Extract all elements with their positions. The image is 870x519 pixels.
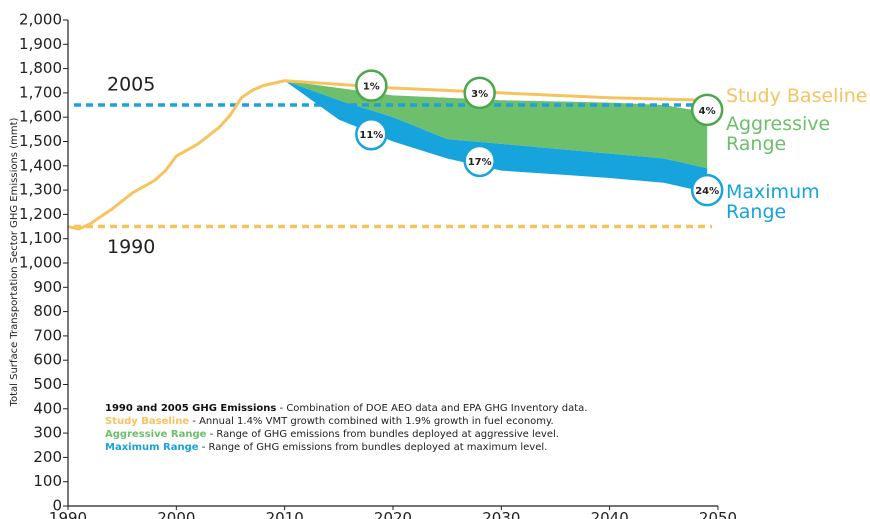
reference-label: 1990 xyxy=(107,236,155,258)
x-tick-label: 2030 xyxy=(482,509,520,519)
annotation-circle xyxy=(463,76,496,110)
y-tick-label: 500 xyxy=(33,375,62,393)
y-tick-label: 2,000 xyxy=(19,11,62,29)
y-tick-label: 1,000 xyxy=(19,254,62,272)
x-tick-label: 2000 xyxy=(157,509,195,519)
x-tick-label: 2040 xyxy=(591,509,629,519)
legend-entry: Study Baseline xyxy=(726,85,868,108)
y-tick-label: 600 xyxy=(33,351,62,369)
line xyxy=(67,79,708,231)
legend-entry: Aggressive Range xyxy=(726,113,831,156)
note: Study Baseline - Annual 1.4% VMT growth … xyxy=(105,416,554,427)
annotation-circle xyxy=(690,173,724,207)
annotation-text: 4% xyxy=(699,106,716,117)
y-tick-label: 1,600 xyxy=(19,108,62,126)
y-tick-label: 100 xyxy=(33,472,62,490)
y-tick-label: 1,500 xyxy=(19,132,62,150)
x-tick-label: 2020 xyxy=(374,509,412,519)
y-tick-label: 1,300 xyxy=(19,181,62,199)
y-tick-label: 1,100 xyxy=(19,229,62,247)
range-area xyxy=(284,80,708,193)
legend-entry: Maximum Range xyxy=(726,181,820,224)
note-term: Maximum Range xyxy=(105,442,199,453)
annotation-text: 3% xyxy=(471,89,488,100)
annotation-circle xyxy=(690,93,724,127)
x-tick-label: 2010 xyxy=(266,509,304,519)
y-tick-label: 300 xyxy=(33,424,62,442)
note: Maximum Range - Range of GHG emissions f… xyxy=(105,442,547,453)
annotation-text: 11% xyxy=(359,130,383,141)
annotation-circle xyxy=(463,144,496,178)
y-tick-label: 200 xyxy=(33,448,62,466)
annotation-text: 1% xyxy=(363,82,380,93)
y-tick-label: 700 xyxy=(33,326,62,344)
y-tick-label: 1,900 xyxy=(19,35,62,53)
y-tick-label: 1,400 xyxy=(19,156,62,174)
y-tick-label: 900 xyxy=(33,278,62,296)
x-tick-label: 2050 xyxy=(699,509,737,519)
y-tick-label: 400 xyxy=(33,399,62,417)
reference-label: 2005 xyxy=(107,74,155,96)
note-text: - Range of GHG emissions from bundles de… xyxy=(206,429,559,440)
note-term: Aggressive Range xyxy=(105,429,207,440)
note-term: 1990 and 2005 GHG Emissions xyxy=(105,403,276,414)
note-text: - Combination of DOE AEO data and EPA GH… xyxy=(276,403,587,414)
y-tick-label: 1,700 xyxy=(19,83,62,101)
annotation-circle xyxy=(355,69,388,102)
x-tick-label: 1990 xyxy=(49,509,87,519)
y-tick-label: 0 xyxy=(52,497,62,515)
note: Aggressive Range - Range of GHG emission… xyxy=(105,429,559,440)
range-area xyxy=(284,80,708,169)
y-axis-label: Total Surface Transportation Sector GHG … xyxy=(9,118,20,408)
note-text: - Annual 1.4% VMT growth combined with 1… xyxy=(189,416,554,427)
annotation-circle xyxy=(355,117,388,151)
y-tick-label: 1,200 xyxy=(19,205,62,223)
y-tick-label: 1,800 xyxy=(19,59,62,77)
note: 1990 and 2005 GHG Emissions - Combinatio… xyxy=(105,403,587,414)
note-text: - Range of GHG emissions from bundles de… xyxy=(199,442,548,453)
annotation-text: 24% xyxy=(695,186,719,197)
y-tick-label: 800 xyxy=(33,302,62,320)
note-term: Study Baseline xyxy=(105,416,189,427)
annotation-text: 17% xyxy=(468,157,492,168)
